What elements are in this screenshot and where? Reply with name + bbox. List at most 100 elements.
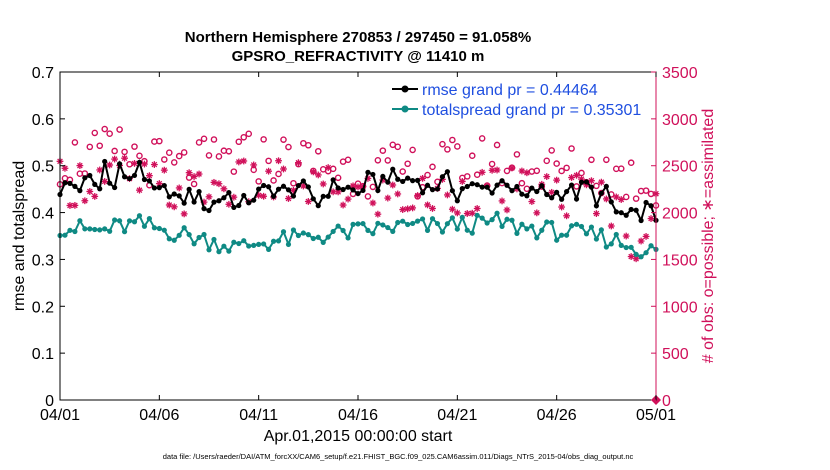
- x-tick-label: 04/06: [139, 407, 179, 424]
- rmse-point: [588, 184, 595, 190]
- rmse-point: [410, 178, 416, 184]
- totalspread-point: [365, 227, 371, 233]
- totalspread-point: [67, 227, 73, 233]
- data-file-footer: data file: /Users/raeder/DAI/ATM_forcXX/…: [163, 452, 634, 461]
- rmse-point: [608, 199, 614, 205]
- totalspread-point: [375, 220, 381, 226]
- y2-tick-label: 2500: [662, 159, 698, 176]
- totalspread-point: [246, 243, 252, 249]
- y2-tick-label: 1500: [662, 252, 698, 269]
- totalspread-point: [554, 237, 560, 243]
- y-tick-label: 0.4: [32, 206, 54, 223]
- totalspread-point: [370, 231, 376, 237]
- rmse-point: [191, 199, 197, 205]
- asterisk-stroke: [519, 168, 525, 174]
- legend-label-rmse: rmse grand pr = 0.44464: [422, 82, 598, 99]
- totalspread-point: [405, 221, 411, 228]
- totalspread-point: [305, 232, 311, 238]
- totalspread-point: [241, 238, 247, 244]
- asterisk-stroke: [181, 211, 188, 217]
- rmse-point: [479, 184, 485, 190]
- obs-possible-marker: [329, 165, 337, 173]
- y2-tick-label: 2000: [662, 206, 698, 223]
- obs-possible-marker: [588, 156, 595, 164]
- asterisk-stroke: [419, 175, 426, 182]
- rmse-point: [489, 190, 495, 196]
- asterisk-stroke: [146, 172, 153, 179]
- totalspread-point: [499, 223, 505, 230]
- totalspread-point: [509, 217, 515, 223]
- obs-assimilated-marker: [111, 155, 119, 163]
- y2-tick-label: 3000: [662, 112, 698, 129]
- obs-assimilated-marker: [136, 186, 143, 194]
- obs-assimilated-marker: [458, 178, 466, 185]
- obs-assimilated-marker: [369, 199, 377, 207]
- obs-assimilated-marker: [240, 157, 248, 165]
- totalspread-point: [102, 226, 108, 232]
- rmse-point: [355, 190, 361, 197]
- rmse-point: [300, 178, 306, 184]
- obs-assimilated-marker: [399, 206, 407, 213]
- asterisk-stroke: [335, 189, 341, 195]
- rmse-point: [117, 161, 123, 167]
- asterisk-stroke: [370, 200, 376, 206]
- rmse-point: [439, 174, 446, 180]
- asterisk-stroke: [191, 173, 197, 180]
- totalspread-point: [340, 227, 346, 234]
- obs-possible-marker: [384, 157, 392, 164]
- rmse-point: [514, 183, 520, 190]
- asterisk-stroke: [459, 178, 466, 185]
- obs-possible-marker: [96, 142, 104, 150]
- totalspread-point: [196, 234, 202, 241]
- totalspread-point: [126, 218, 133, 224]
- obs-possible-marker: [215, 153, 223, 160]
- rmse-point: [126, 175, 133, 182]
- obs-possible-marker: [563, 164, 570, 172]
- obs-possible-marker: [225, 147, 233, 155]
- totalspread-point: [583, 231, 590, 237]
- asterisk-stroke: [409, 205, 416, 211]
- y-tick-label: 0.1: [32, 346, 54, 363]
- obs-assimilated-marker: [265, 167, 272, 175]
- rmse-point: [464, 183, 470, 190]
- totalspread-point: [330, 228, 336, 235]
- rmse-point: [176, 193, 182, 199]
- obs-possible-marker: [275, 170, 282, 178]
- rmse-point: [459, 186, 465, 192]
- asterisk-stroke: [226, 201, 232, 208]
- obs-possible-marker: [290, 179, 297, 187]
- rmse-point: [494, 182, 500, 188]
- rmse-point: [593, 203, 600, 209]
- obs-possible-marker: [573, 183, 580, 190]
- obs-assimilated-marker: [230, 193, 238, 201]
- y2-tick-label: 500: [662, 346, 689, 363]
- x-tick-label: 04/11: [239, 407, 278, 424]
- obs-possible-marker: [205, 152, 213, 159]
- totalspread-point: [251, 242, 257, 248]
- asterisk-stroke: [151, 161, 158, 168]
- rmse-point: [305, 184, 311, 190]
- obs-assimilated-marker: [106, 161, 114, 169]
- asterisk-stroke: [350, 183, 356, 189]
- totalspread-point: [186, 231, 192, 238]
- totalspread-point: [112, 217, 118, 223]
- obs-possible-marker: [285, 143, 292, 151]
- obs-assimilated-marker: [498, 197, 506, 205]
- asterisk-stroke: [479, 169, 486, 176]
- asterisk-stroke: [573, 172, 580, 179]
- obs-possible-marker: [121, 148, 128, 156]
- rmse-point: [370, 171, 376, 178]
- asterisk-stroke: [504, 207, 510, 213]
- asterisk-stroke: [633, 255, 639, 262]
- rmse-point: [216, 198, 222, 204]
- obs-assimilated-marker: [150, 161, 158, 168]
- asterisk-stroke: [221, 185, 227, 192]
- totalspread-point: [564, 232, 570, 238]
- asterisk-stroke: [240, 158, 247, 164]
- asterisk-stroke: [325, 164, 332, 171]
- rmse-point: [509, 188, 515, 194]
- asterisk-stroke: [394, 191, 401, 197]
- rmse-point: [231, 204, 237, 210]
- asterisk-stroke: [553, 177, 560, 183]
- asterisk-stroke: [206, 193, 212, 200]
